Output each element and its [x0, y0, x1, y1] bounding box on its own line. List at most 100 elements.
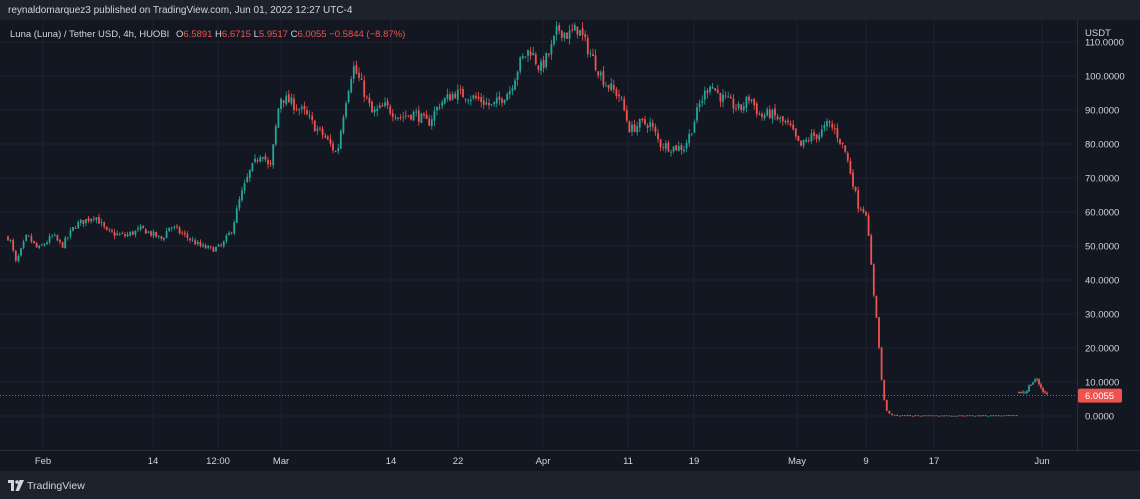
x-tick-label: 14 [148, 456, 159, 467]
candle-body [285, 95, 288, 105]
candle-body [997, 415, 1000, 417]
candle-body [264, 156, 267, 160]
tradingview-logo-icon[interactable] [8, 480, 24, 491]
candle-body [181, 232, 184, 234]
x-tick-label: Feb [35, 456, 51, 467]
y-tick-label: 50.0000 [1085, 242, 1119, 253]
candle-body [118, 233, 121, 235]
candle-body [607, 85, 610, 89]
candle-body [937, 415, 940, 417]
candle-body [909, 415, 912, 416]
candle-body [441, 102, 444, 107]
candle-body [378, 105, 381, 109]
candle-body [472, 95, 475, 99]
candle-body [116, 233, 119, 236]
candle-body [844, 145, 847, 152]
change-value: −0.5844 (−8.87%) [329, 29, 406, 40]
candle-body [235, 208, 238, 223]
candle-body [982, 415, 984, 416]
candle-body [85, 219, 87, 224]
candle-body [38, 245, 41, 249]
candle-body [932, 415, 935, 417]
candle-body [800, 140, 802, 146]
candle-body [113, 232, 116, 236]
candle-body [922, 415, 925, 417]
candle-body [420, 113, 423, 123]
candle-body [649, 122, 652, 127]
candle-body [641, 118, 644, 120]
open-label: O [175, 29, 184, 40]
candle-body [615, 89, 618, 96]
candle-body [368, 97, 371, 104]
x-tick-label: 22 [453, 456, 464, 467]
candle-body [571, 29, 574, 31]
candle-body [1038, 379, 1040, 385]
candle-body [927, 415, 930, 417]
candle-body [48, 236, 51, 243]
candle-body [105, 226, 108, 230]
candle-body [371, 101, 373, 113]
candle-body [391, 113, 394, 117]
chart-area[interactable] [0, 20, 1140, 470]
candle-body [807, 140, 810, 141]
candle-body [51, 235, 54, 237]
candle-body [293, 98, 295, 110]
candle-body [319, 127, 321, 129]
time-axis: Feb 14 12:00 Mar 14 22 Apr 11 19 May 9 17 Jun [35, 456, 1050, 467]
candle-body [586, 37, 589, 55]
candle-body [425, 114, 428, 119]
candle-body [711, 86, 714, 89]
candle-body [636, 126, 639, 133]
candle-body [625, 109, 628, 121]
candle-body [766, 109, 769, 116]
candle-body [347, 91, 350, 102]
candle-body [248, 169, 251, 178]
candle-body [987, 415, 990, 417]
candle-body [592, 54, 594, 57]
candle-body [693, 121, 696, 133]
candle-body [906, 415, 909, 416]
candle-body [506, 93, 509, 101]
candle-body [329, 139, 332, 144]
candle-body [779, 117, 782, 119]
candle-body [963, 415, 966, 417]
candle-body [550, 44, 553, 55]
candle-body [308, 115, 311, 116]
candle-body [251, 163, 254, 172]
candle-body [303, 105, 306, 110]
candle-body [451, 94, 454, 100]
candle-body [147, 231, 150, 233]
y-tick-label: 40.0000 [1085, 276, 1119, 287]
candle-body [792, 124, 795, 130]
candle-body [540, 61, 542, 71]
candle-body [610, 83, 613, 91]
published-info: reynaldomarquez3 published on TradingVie… [8, 5, 353, 16]
candle-body [560, 30, 563, 38]
candle-body [516, 71, 519, 80]
candle-body [628, 121, 631, 133]
candle-body [1026, 391, 1028, 394]
candle-body [204, 245, 207, 249]
candle-body [854, 186, 857, 191]
candle-body [157, 235, 160, 237]
candle-body [449, 94, 451, 101]
candle-body [313, 120, 316, 132]
candle-body [61, 242, 64, 248]
tradingview-brand[interactable]: TradingView [27, 480, 85, 492]
candle-body [334, 151, 337, 153]
candle-body [212, 247, 215, 252]
candle-body [389, 106, 392, 114]
candle-body [893, 415, 896, 416]
candle-body [716, 89, 719, 93]
candle-body [345, 103, 347, 117]
x-tick-label: Jun [1034, 456, 1049, 467]
candle-body [841, 142, 844, 145]
candle-body [784, 121, 787, 123]
candle-body [490, 104, 493, 106]
footer-bar [0, 471, 1140, 499]
candle-body [594, 55, 597, 71]
candle-body [69, 230, 72, 237]
candle-body [46, 242, 48, 245]
candle-body [100, 222, 103, 223]
